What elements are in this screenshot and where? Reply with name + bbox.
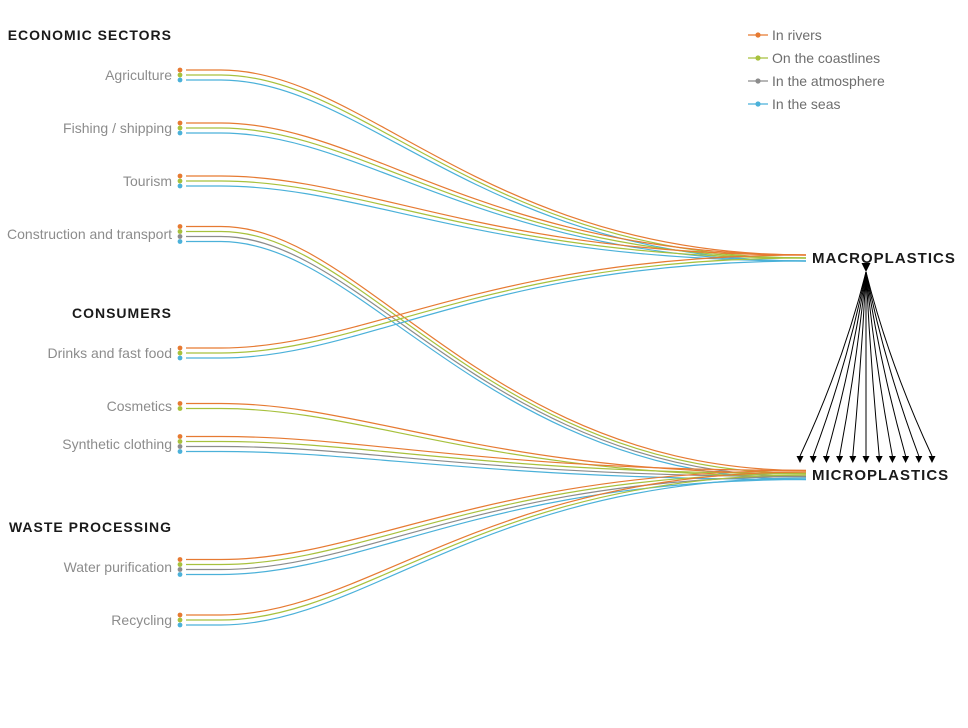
fan-tip-10 (929, 456, 936, 463)
dot-drinks-rivers (178, 346, 183, 351)
fan-tip-7 (889, 456, 896, 463)
flow-purification-coastlines (186, 474, 806, 565)
group-title-0: ECONOMIC SECTORS (8, 27, 172, 43)
flow-recycling-rivers (186, 472, 806, 615)
fan-tip-3 (836, 456, 843, 463)
dot-recycling-coastlines (178, 618, 183, 623)
legend-dot-seas (755, 101, 760, 106)
dot-tourism-coastlines (178, 179, 183, 184)
flow-drinks-rivers (186, 255, 806, 348)
flow-agriculture-rivers (186, 70, 806, 255)
dot-drinks-coastlines (178, 351, 183, 356)
source-label-recycling: Recycling (111, 612, 172, 628)
source-label-agriculture: Agriculture (105, 67, 172, 83)
fan-tip-9 (915, 456, 922, 463)
source-label-drinks: Drinks and fast food (47, 345, 172, 361)
dot-clothing-seas (178, 449, 183, 454)
flow-construction-coastlines (186, 232, 806, 474)
macro-to-micro-fan (797, 263, 936, 463)
source-label-clothing: Synthetic clothing (62, 436, 172, 452)
legend-dot-coastlines (755, 55, 760, 60)
legend-label-seas: In the seas (772, 96, 841, 112)
legend-dot-rivers (755, 32, 760, 37)
dot-fishing-rivers (178, 121, 183, 126)
flow-recycling-seas (186, 478, 806, 625)
flow-fishing-rivers (186, 123, 806, 255)
flow-lines (178, 68, 806, 628)
fan-tip-6 (876, 456, 883, 463)
legend: In rivers On the coastlines In the atmosph… (748, 27, 885, 112)
dot-purification-coastlines (178, 562, 183, 567)
fan-tip-8 (902, 456, 909, 463)
source-label-purification: Water purification (64, 559, 172, 575)
target-label-macro: MACROPLASTICS (812, 250, 956, 267)
flow-fishing-seas (186, 133, 806, 261)
flow-construction-atmosphere (186, 237, 806, 477)
left-labels: ECONOMIC SECTORS Agriculture Fishing / shi… (7, 27, 172, 628)
dot-cosmetics-coastlines (178, 406, 183, 411)
fan-tip-2 (823, 456, 830, 463)
fan-tip-1 (810, 456, 817, 463)
fan-tip-5 (863, 456, 870, 463)
dot-fishing-coastlines (178, 126, 183, 131)
source-label-construction: Construction and transport (7, 226, 172, 242)
dot-construction-rivers (178, 224, 183, 229)
source-label-cosmetics: Cosmetics (107, 398, 172, 414)
flow-recycling-coastlines (186, 475, 806, 620)
dot-cosmetics-rivers (178, 401, 183, 406)
dot-agriculture-rivers (178, 68, 183, 73)
dot-clothing-coastlines (178, 439, 183, 444)
flow-drinks-coastlines (186, 258, 806, 353)
dot-purification-rivers (178, 557, 183, 562)
flow-agriculture-seas (186, 80, 806, 261)
legend-label-atmosphere: In the atmosphere (772, 73, 885, 89)
dot-tourism-rivers (178, 174, 183, 179)
source-label-fishing: Fishing / shipping (63, 120, 172, 136)
legend-label-rivers: In rivers (772, 27, 822, 43)
group-title-2: WASTE PROCESSING (9, 519, 172, 535)
dot-tourism-seas (178, 184, 183, 189)
legend-dot-atmosphere (755, 78, 760, 83)
flow-diagram: ECONOMIC SECTORS Agriculture Fishing / shi… (0, 0, 968, 728)
dot-recycling-rivers (178, 613, 183, 618)
fan-apex-triangle (862, 263, 871, 272)
fan-line-1 (813, 272, 866, 456)
dot-purification-atmosphere (178, 567, 183, 572)
dot-agriculture-coastlines (178, 73, 183, 78)
dot-agriculture-seas (178, 78, 183, 83)
legend-label-coastlines: On the coastlines (772, 50, 880, 66)
flow-agriculture-coastlines (186, 75, 806, 258)
fan-line-0 (800, 272, 866, 456)
dot-construction-coastlines (178, 229, 183, 234)
source-label-tourism: Tourism (123, 173, 172, 189)
dot-clothing-rivers (178, 434, 183, 439)
dot-fishing-seas (178, 131, 183, 136)
dot-construction-seas (178, 239, 183, 244)
dot-construction-atmosphere (178, 234, 183, 239)
dot-recycling-seas (178, 623, 183, 628)
fan-line-10 (866, 272, 932, 456)
fan-tip-0 (797, 456, 804, 463)
flow-construction-seas (186, 242, 806, 480)
dot-drinks-seas (178, 356, 183, 361)
flow-tourism-coastlines (186, 181, 806, 258)
fan-tip-4 (849, 456, 856, 463)
dot-clothing-atmosphere (178, 444, 183, 449)
fan-line-9 (866, 272, 919, 456)
dot-purification-seas (178, 572, 183, 577)
target-label-micro: MICROPLASTICS (812, 467, 949, 484)
group-title-1: CONSUMERS (72, 305, 172, 321)
